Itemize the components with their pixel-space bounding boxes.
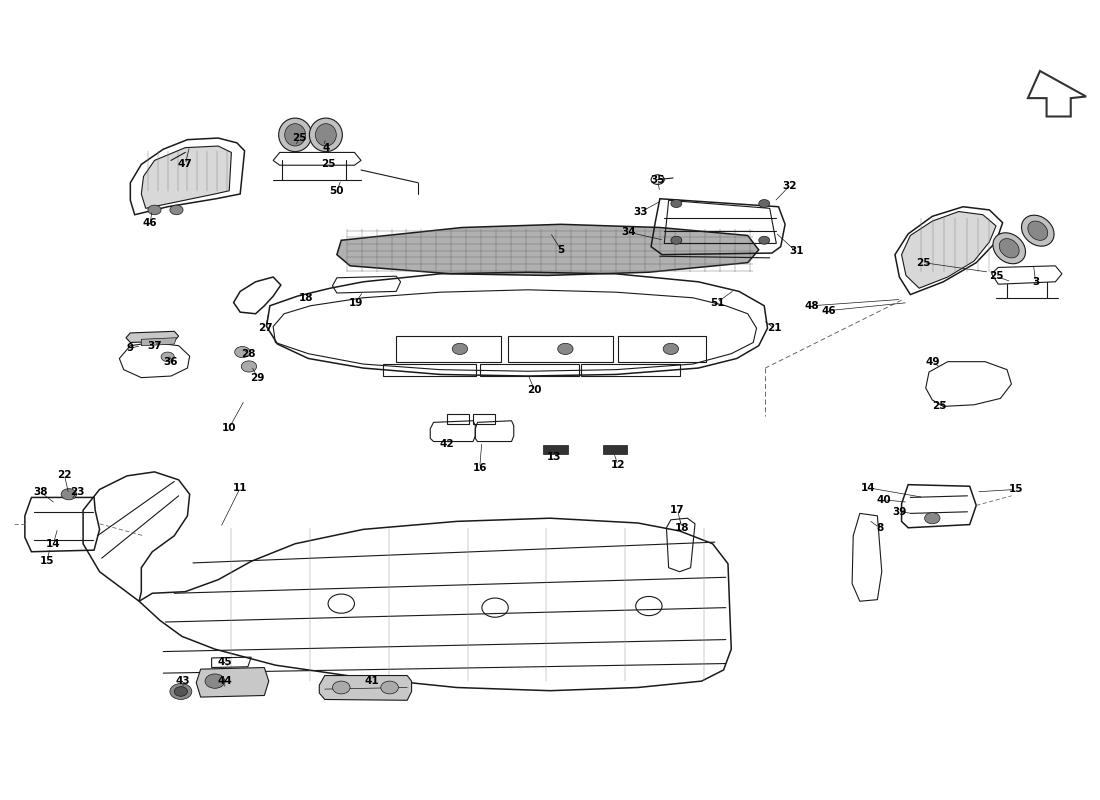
Circle shape [671,199,682,207]
Ellipse shape [1022,215,1054,246]
Text: 46: 46 [143,218,157,228]
Ellipse shape [316,124,337,146]
Text: 51: 51 [710,298,724,307]
Text: 25: 25 [916,258,931,268]
Ellipse shape [285,124,306,146]
Text: 28: 28 [241,349,255,358]
Text: 21: 21 [767,323,781,333]
Text: 38: 38 [33,487,47,497]
Text: 34: 34 [621,227,637,238]
Text: 3: 3 [1032,277,1040,287]
Circle shape [147,205,161,214]
Circle shape [759,199,770,207]
Text: 41: 41 [365,676,380,686]
Text: 35: 35 [650,175,664,186]
Polygon shape [196,667,268,697]
Text: 25: 25 [293,133,307,143]
Text: 13: 13 [547,453,562,462]
Text: 25: 25 [932,402,946,411]
Text: 22: 22 [57,470,72,480]
Polygon shape [141,146,231,208]
Circle shape [161,352,174,362]
Text: 39: 39 [892,507,906,517]
Polygon shape [141,338,176,346]
Text: 5: 5 [558,245,564,255]
Circle shape [205,674,224,688]
Polygon shape [603,445,627,454]
Text: 4: 4 [322,143,330,154]
Circle shape [62,489,77,500]
Text: 16: 16 [472,463,487,473]
Circle shape [169,683,191,699]
Text: 11: 11 [233,483,248,493]
Text: 8: 8 [876,522,883,533]
Text: 42: 42 [439,439,454,449]
Text: 47: 47 [178,159,192,170]
Circle shape [234,346,250,358]
Circle shape [925,513,940,524]
Ellipse shape [999,238,1020,258]
Circle shape [759,236,770,244]
Text: 14: 14 [46,538,60,549]
Text: 20: 20 [527,386,542,395]
Text: 36: 36 [164,357,178,366]
Polygon shape [125,331,178,342]
Text: 18: 18 [299,293,314,302]
Circle shape [663,343,679,354]
Text: 50: 50 [330,186,344,196]
Text: 27: 27 [258,323,273,333]
Text: 23: 23 [70,487,85,497]
Text: 18: 18 [674,522,689,533]
Text: 45: 45 [218,657,232,667]
Circle shape [452,343,468,354]
Text: 32: 32 [782,181,796,191]
Polygon shape [319,675,411,700]
Text: 31: 31 [789,246,803,257]
Text: 49: 49 [925,357,939,366]
Text: 33: 33 [632,207,647,218]
Text: 15: 15 [40,556,54,566]
Text: 40: 40 [877,495,891,505]
Text: 17: 17 [670,506,685,515]
Polygon shape [337,224,759,275]
Circle shape [241,361,256,372]
Ellipse shape [278,118,311,152]
Circle shape [558,343,573,354]
Text: 43: 43 [176,676,190,686]
Text: 25: 25 [989,271,1003,282]
Text: 14: 14 [861,483,876,493]
Circle shape [671,236,682,244]
Circle shape [174,686,187,696]
Circle shape [332,681,350,694]
Circle shape [169,205,183,214]
Circle shape [381,681,398,694]
Text: 29: 29 [251,373,265,382]
Text: 19: 19 [349,298,363,307]
Ellipse shape [993,233,1025,264]
Text: 12: 12 [610,461,626,470]
Ellipse shape [1027,221,1047,240]
Polygon shape [543,445,568,454]
Text: 44: 44 [218,676,232,686]
Ellipse shape [309,118,342,152]
Text: 37: 37 [147,341,162,350]
Text: 46: 46 [822,306,836,315]
Text: 15: 15 [1009,485,1023,494]
Text: 25: 25 [321,159,336,170]
Polygon shape [902,211,996,288]
Text: 9: 9 [126,343,134,353]
Text: 48: 48 [804,301,818,310]
Text: 10: 10 [222,423,236,433]
